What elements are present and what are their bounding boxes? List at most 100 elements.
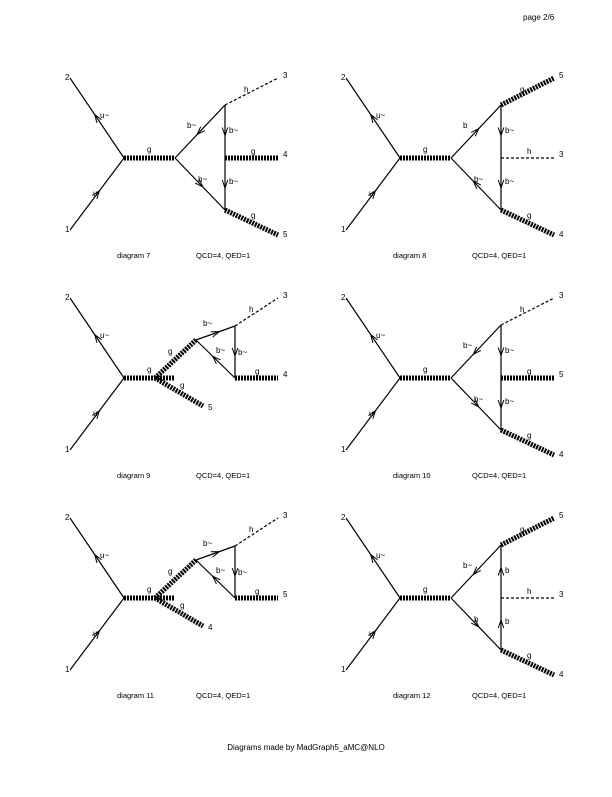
diagram-8-vert-top-arrow xyxy=(497,127,505,138)
diagram-9-prop-lower-arrow xyxy=(211,355,221,365)
diagram-12-out-bot xyxy=(499,647,556,678)
diagram-10-line-u-bar-arrow xyxy=(369,333,378,344)
diagram-9-label-s-channel: g xyxy=(147,365,151,374)
diagram-11-label-p-bot: g xyxy=(180,601,184,610)
diagram-8-prop-lower xyxy=(450,157,502,211)
diagram-7-line-u-bar-arrow xyxy=(93,113,102,124)
diagram-8-label-vert-bot: b~ xyxy=(505,177,514,186)
diagram-11-line-u xyxy=(69,597,125,671)
diagram-7-vert-bot-arrow xyxy=(221,179,229,190)
diagram-11-prop-upper-arrow xyxy=(210,551,221,558)
diagram-8-prop-lower-arrow xyxy=(472,180,482,190)
diagram-7-label-vert-top: b~ xyxy=(229,126,238,135)
diagram-12-prop-upper xyxy=(450,544,502,599)
diagram-7-prop-upper-arrow xyxy=(196,126,206,136)
diagram-8-label-out-mid: 3 xyxy=(559,150,564,159)
diagram-11-label-ext-top: 2 xyxy=(65,513,70,522)
diagram-8-prop-upper xyxy=(450,104,502,159)
diagram-11-label-ext-bottom: 1 xyxy=(65,665,70,674)
diagram-11-label-s-channel: g xyxy=(147,585,151,594)
diagram-12-line-u-bar xyxy=(345,517,401,599)
diagram-9-caption: diagram 9 xyxy=(117,471,151,480)
diagram-8-label-p-top: g xyxy=(520,85,524,94)
diagram-10-out-bot xyxy=(499,427,556,458)
diagram-12-label-in-bottom: u xyxy=(369,629,373,638)
diagram-9-label-gluon-up: g xyxy=(168,347,172,356)
footer-credit: Diagrams made by MadGraph5_aMC@NLO xyxy=(227,743,385,752)
diagram-10-prop-lower xyxy=(450,377,502,431)
diagram-7-caption: diagram 7 xyxy=(117,251,151,260)
diagram-10-label-in-top: u~ xyxy=(376,331,385,340)
diagram-8-label-prop-lower: b~ xyxy=(474,175,483,184)
diagram-12-label-ext-top: 2 xyxy=(341,513,346,522)
page-number: page 2/6 xyxy=(523,13,555,22)
diagram-9-gluon-out xyxy=(153,375,205,409)
diagram-12-label-ext-bottom: 1 xyxy=(341,665,346,674)
diagram-8-prop-upper-arrow xyxy=(470,127,480,137)
diagram-10-line-u xyxy=(345,377,401,451)
diagram-8-vert-bot-arrow xyxy=(497,179,505,190)
diagram-9-label-vert: b~ xyxy=(238,348,247,357)
diagram-11-line-u-bar xyxy=(69,517,125,599)
diagram-11-label-prop-upper: b~ xyxy=(203,539,212,548)
diagram-11-prop-lower-arrow xyxy=(211,575,221,585)
diagram-7-label-out-top: 3 xyxy=(283,71,288,80)
diagram-12-label-vert-top: b xyxy=(505,566,510,575)
diagram-7-label-ext-top: 2 xyxy=(65,73,70,82)
diagram-11-prop-upper xyxy=(195,545,236,561)
diagram-12-prop-upper-arrow xyxy=(472,566,482,576)
diagram-10-label-p-mid: g xyxy=(527,367,531,376)
diagram-10-label-p-top: h xyxy=(520,305,524,314)
diagram-10-vert-bot-arrow xyxy=(497,399,505,410)
diagram-12-label-out-bot: 4 xyxy=(559,670,564,679)
diagram-12-line-u xyxy=(345,597,401,671)
diagram-12-label-in-top: u~ xyxy=(376,551,385,560)
diagram-9-label-in-bottom: u xyxy=(93,409,97,418)
diagram-7-couplings: QCD=4, QED=1 xyxy=(196,251,251,260)
diagram-11-label-in-top: u~ xyxy=(100,551,109,560)
diagram-9-vert-arrow xyxy=(231,347,239,358)
diagram-8-label-in-bottom: u xyxy=(369,189,373,198)
diagram-9-label-out-top: 3 xyxy=(283,291,288,300)
diagram-9-line-u-bar xyxy=(69,297,125,379)
diagram-7-label-out-mid: 4 xyxy=(283,150,288,159)
diagram-7-prop-lower xyxy=(174,157,226,211)
diagram-7-prop-upper xyxy=(174,104,226,159)
diagram-12-out-top xyxy=(499,515,556,548)
diagram-9-label-in-top: u~ xyxy=(100,331,109,340)
diagram-11-vert-arrow xyxy=(231,567,239,578)
diagram-8-line-u-bar xyxy=(345,77,401,159)
diagram-12-label-vert-bot: b xyxy=(505,617,510,626)
diagram-7-label-in-bottom: u xyxy=(93,189,97,198)
diagram-9-couplings: QCD=4, QED=1 xyxy=(196,471,251,480)
diagram-7-label-p-bot: g xyxy=(251,211,255,220)
diagram-12-label-out-top: 5 xyxy=(559,511,564,520)
diagram-8-label-p-bot: g xyxy=(527,211,531,220)
diagram-12-line-u-bar-arrow xyxy=(369,553,378,564)
diagram-10-prop-upper-arrow xyxy=(472,346,482,356)
diagram-9-prop-lower xyxy=(195,339,236,379)
diagram-9-prop-upper xyxy=(195,325,236,341)
diagram-7-label-s-channel: g xyxy=(147,145,151,154)
diagram-8-label-p-mid: h xyxy=(527,147,531,156)
diagram-11-label-in-bottom: u xyxy=(93,629,97,638)
diagram-12-prop-lower-arrow xyxy=(470,618,480,628)
diagram-10-label-prop-upper: b~ xyxy=(463,341,472,350)
diagram-12-label-prop-upper: b~ xyxy=(463,561,472,570)
diagram-8-label-vert-top: b~ xyxy=(505,126,514,135)
diagram-12-vert-bot-arrow xyxy=(497,618,505,629)
diagram-10-label-ext-bottom: 1 xyxy=(341,445,346,454)
diagram-11-caption: diagram 11 xyxy=(117,691,154,700)
diagram-12-caption: diagram 12 xyxy=(393,691,431,700)
diagram-12-label-out-mid: 3 xyxy=(559,590,564,599)
diagram-10-prop-upper xyxy=(450,324,502,379)
diagram-8-label-prop-upper: b xyxy=(463,121,468,130)
diagram-10-label-out-mid: 5 xyxy=(559,370,564,379)
diagram-7-label-out-bot: 5 xyxy=(283,230,288,239)
diagram-8-label-s-channel: g xyxy=(423,145,427,154)
diagram-10-label-vert-top: b~ xyxy=(505,346,514,355)
diagram-11-label-out-bot: 4 xyxy=(208,623,213,632)
diagram-9-label-ext-bottom: 1 xyxy=(65,445,70,454)
diagram-10-label-ext-top: 2 xyxy=(341,293,346,302)
